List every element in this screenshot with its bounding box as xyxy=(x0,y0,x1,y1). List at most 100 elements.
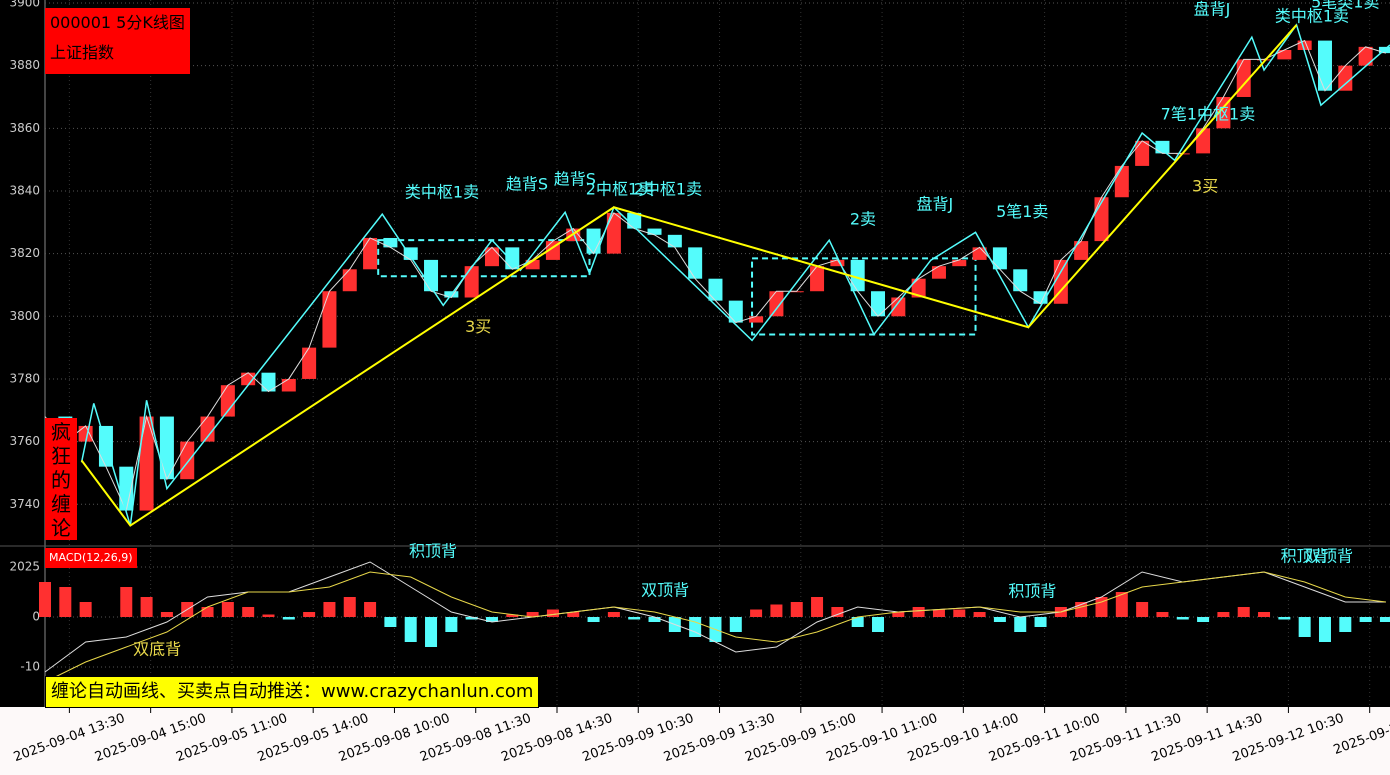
macd-bar xyxy=(912,607,925,617)
macd-bar xyxy=(790,602,803,617)
macd-bar xyxy=(1014,617,1027,632)
candle xyxy=(78,425,93,442)
macd-bar xyxy=(973,612,986,617)
stroke-line xyxy=(80,23,1390,526)
candle xyxy=(769,291,784,317)
candle xyxy=(627,212,642,229)
macd-bar xyxy=(465,617,478,620)
macd-bar xyxy=(831,607,844,617)
macd-bar xyxy=(892,612,905,617)
candle xyxy=(1155,140,1170,154)
y-tick-label: 3840 xyxy=(9,183,40,197)
banner: 缠论自动画线、买卖点自动推送：www.crazychanlun.com xyxy=(45,676,540,708)
macd-bar xyxy=(221,602,234,617)
y-tick-label: 3860 xyxy=(9,121,40,135)
candle xyxy=(1317,40,1332,91)
macd-bar xyxy=(425,617,438,647)
candle xyxy=(911,278,926,298)
macd-bar xyxy=(485,617,498,622)
candle xyxy=(667,234,682,248)
macd-bar xyxy=(1278,617,1291,620)
macd-bar xyxy=(526,612,539,617)
side-label: 疯狂的缠论 xyxy=(45,418,77,540)
annotation: 5笔1卖 xyxy=(996,202,1048,221)
annotation: 盘背J xyxy=(917,195,954,214)
y-tick-label: 2025 xyxy=(9,560,40,574)
macd-bar xyxy=(546,609,559,617)
candle xyxy=(1053,259,1068,304)
candle xyxy=(525,259,540,270)
macd-bar xyxy=(953,609,966,617)
candle xyxy=(1013,269,1028,292)
candle xyxy=(281,378,296,392)
candle xyxy=(728,300,743,323)
candle xyxy=(810,266,825,292)
macd-bar xyxy=(993,617,1006,622)
candle xyxy=(302,347,317,379)
macd-bar xyxy=(587,617,600,622)
macd-bar xyxy=(1237,607,1250,617)
candle xyxy=(159,416,174,480)
annotation: 趋背S xyxy=(554,170,596,189)
segment-line xyxy=(80,24,1298,527)
annotation: 2中枢1卖 xyxy=(586,180,654,199)
macd-bar xyxy=(1217,612,1230,617)
candle xyxy=(871,291,886,317)
candle xyxy=(891,297,906,317)
y-tick-label: 0 xyxy=(32,610,40,624)
candle xyxy=(931,266,946,279)
annotation: 积顶背 xyxy=(1008,582,1056,601)
macd-bar xyxy=(1136,602,1149,617)
macd-bar xyxy=(1359,617,1372,622)
macd-bar xyxy=(851,617,864,627)
macd-bar xyxy=(770,604,783,617)
macd-bar xyxy=(1339,617,1352,632)
candle xyxy=(647,228,662,235)
y-tick-label: 3760 xyxy=(9,434,40,448)
annotation: 类中枢1卖 xyxy=(1275,7,1349,26)
macd-bar xyxy=(303,612,316,617)
header-code: 000001 5分K线图 xyxy=(50,13,185,32)
candle xyxy=(1277,49,1292,60)
macd-bar xyxy=(932,609,945,617)
candle xyxy=(363,237,378,270)
macd-bar xyxy=(282,617,295,620)
annotation: 7笔1中枢1卖 xyxy=(1161,105,1256,124)
candle xyxy=(139,416,154,511)
annotation: 2卖 xyxy=(850,210,876,229)
candle xyxy=(830,259,845,267)
candle xyxy=(200,416,215,442)
dea-line xyxy=(44,571,1386,683)
y-tick-label: 3900 xyxy=(9,0,40,10)
header-box: 000001 5分K线图 上证指数 xyxy=(45,8,190,74)
candle xyxy=(1358,46,1373,66)
macd-bar xyxy=(1176,617,1189,620)
macd-bar xyxy=(689,617,702,637)
macd-bar xyxy=(1156,612,1169,617)
macd-bar xyxy=(404,617,417,642)
pivot-box xyxy=(751,257,977,336)
annotation: 双顶背 xyxy=(641,581,689,600)
macd-bar xyxy=(1318,617,1331,642)
candle xyxy=(464,266,479,298)
candle xyxy=(424,259,439,292)
candle xyxy=(1114,165,1129,198)
macd-bar xyxy=(201,607,214,617)
macd-bar xyxy=(140,597,153,617)
candle xyxy=(1074,241,1089,260)
macd-bar xyxy=(729,617,742,632)
annotation: 积顶背 xyxy=(409,542,457,561)
annotation: 类中枢1卖 xyxy=(405,183,479,202)
macd-bar xyxy=(445,617,458,632)
macd-bar xyxy=(607,612,620,617)
macd-bar xyxy=(39,582,51,617)
macd-bar xyxy=(364,602,377,617)
macd-bar xyxy=(262,614,275,617)
close-line xyxy=(44,39,1387,513)
macd-bar xyxy=(1115,592,1128,617)
macd-bar xyxy=(242,607,255,617)
candle xyxy=(180,441,195,480)
candle xyxy=(1338,65,1353,91)
